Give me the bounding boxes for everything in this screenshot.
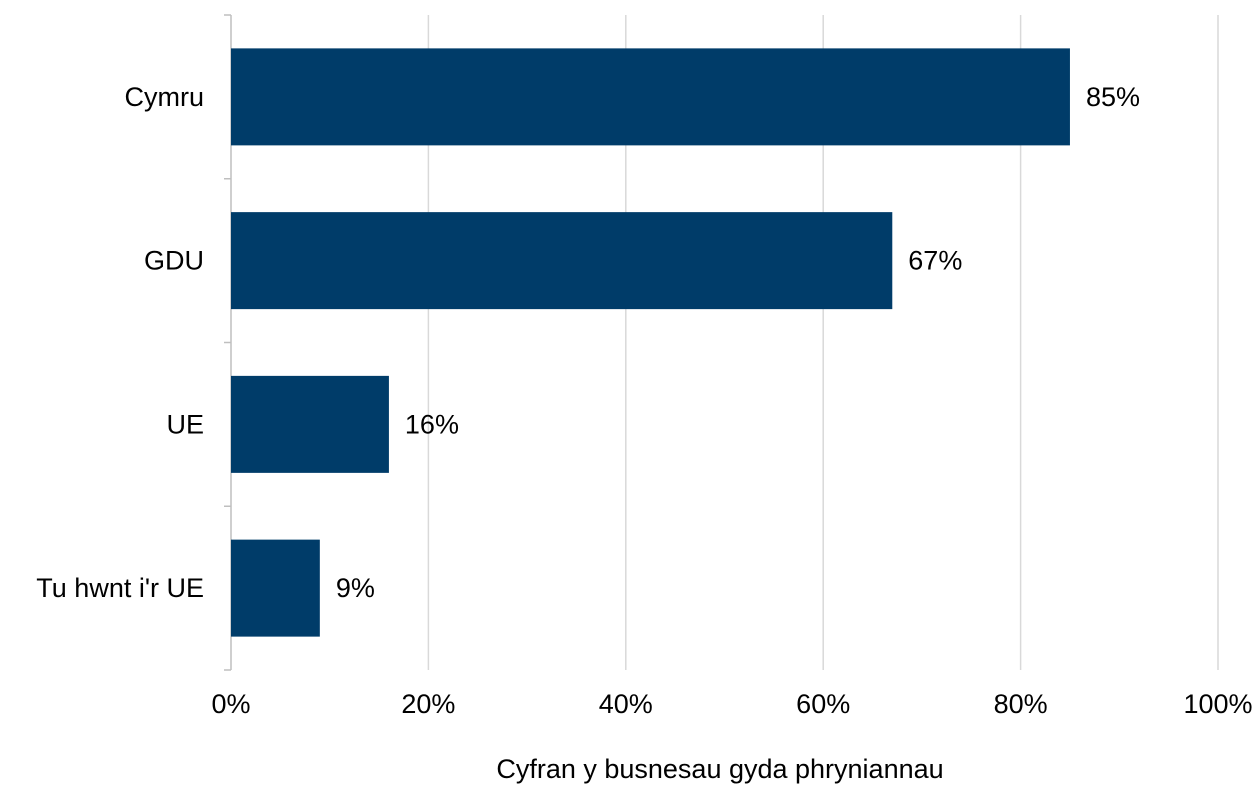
bar-ue xyxy=(231,375,389,473)
value-label: 16% xyxy=(405,409,459,439)
category-label: Cymru xyxy=(125,82,205,112)
value-label: 85% xyxy=(1086,82,1140,112)
value-label: 9% xyxy=(336,573,375,603)
x-tick-label: 40% xyxy=(599,689,653,719)
y-axis xyxy=(224,14,232,671)
x-axis-title: Cyfran y busnesau gyda phryniannau xyxy=(496,754,943,784)
bars xyxy=(231,48,1070,637)
value-label: 67% xyxy=(908,246,962,276)
category-labels: Cymru GDU UE Tu hwnt i'r UE xyxy=(36,82,204,603)
value-labels: 85% 67% 16% 9% xyxy=(336,82,1140,603)
x-tick-labels: 0% 20% 40% 60% 80% 100% xyxy=(211,689,1252,719)
x-tick-label: 60% xyxy=(796,689,850,719)
x-tick-label: 100% xyxy=(1183,689,1252,719)
bar-gdu xyxy=(231,212,893,310)
bar-cymru xyxy=(231,48,1070,146)
x-tick-label: 80% xyxy=(994,689,1048,719)
x-tick-label: 0% xyxy=(211,689,250,719)
category-label: Tu hwnt i'r UE xyxy=(36,573,204,603)
category-label: UE xyxy=(166,409,204,439)
x-tick-label: 20% xyxy=(401,689,455,719)
category-label: GDU xyxy=(144,246,204,276)
bar-tu-hwnt-i-r-ue xyxy=(231,539,320,637)
